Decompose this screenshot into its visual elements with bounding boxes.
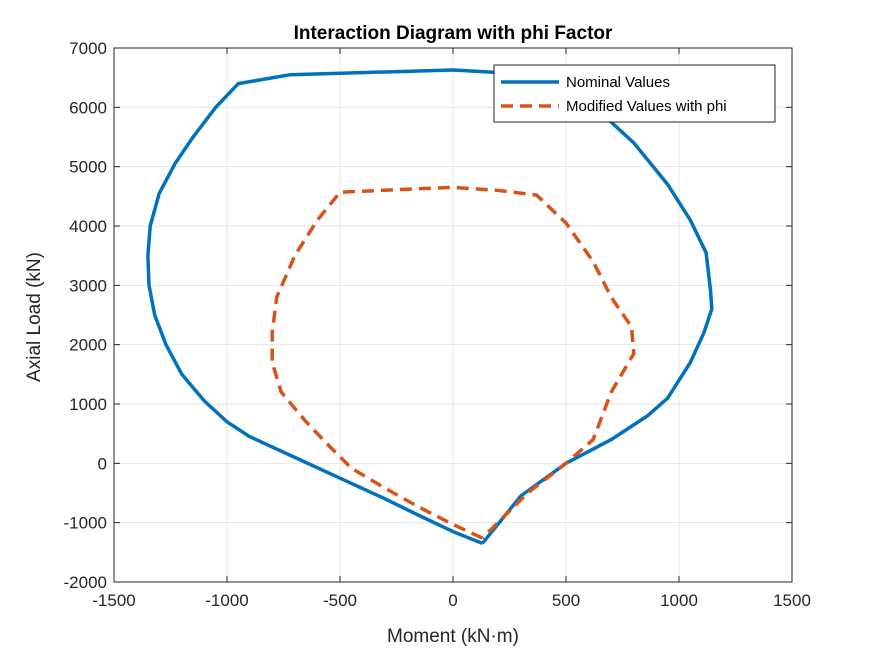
y-tick-label: 1000 bbox=[69, 395, 107, 414]
y-tick-label: 3000 bbox=[69, 276, 107, 295]
series-group bbox=[146, 68, 714, 546]
y-axis-label: Axial Load (kN) bbox=[24, 252, 45, 382]
x-tick-label: 1000 bbox=[660, 591, 698, 610]
x-tick-label: 500 bbox=[552, 591, 580, 610]
y-tick-label: 2000 bbox=[69, 336, 107, 355]
modified-values-line bbox=[270, 185, 636, 540]
chart-title: Interaction Diagram with phi Factor bbox=[294, 23, 613, 44]
x-axis-label: Moment (kN·m) bbox=[387, 626, 519, 647]
y-tick-label: 6000 bbox=[69, 98, 107, 117]
axis-ticks: -1500 -1000 -500 0 500 1000 1500 -2000 -1000 0 100… bbox=[64, 39, 811, 610]
y-tick-label: 5000 bbox=[69, 158, 107, 177]
legend-label-nominal: Nominal Values bbox=[566, 74, 670, 91]
x-tick-label: -500 bbox=[323, 591, 357, 610]
x-tick-label: 0 bbox=[448, 591, 457, 610]
x-tick-label: -1000 bbox=[205, 591, 248, 610]
legend: Nominal Values Modified Values with phi bbox=[493, 64, 776, 123]
y-tick-label: 0 bbox=[98, 454, 107, 473]
y-tick-label: -2000 bbox=[64, 573, 107, 592]
legend-box bbox=[493, 64, 776, 123]
x-tick-label: 1500 bbox=[773, 591, 811, 610]
y-tick-label: 4000 bbox=[69, 217, 107, 236]
legend-label-modified: Modified Values with phi bbox=[566, 98, 727, 115]
y-tick-label: -1000 bbox=[64, 514, 107, 533]
x-tick-label: -1500 bbox=[92, 591, 135, 610]
y-tick-label: 7000 bbox=[69, 39, 107, 58]
nominal-values-line bbox=[146, 68, 714, 546]
